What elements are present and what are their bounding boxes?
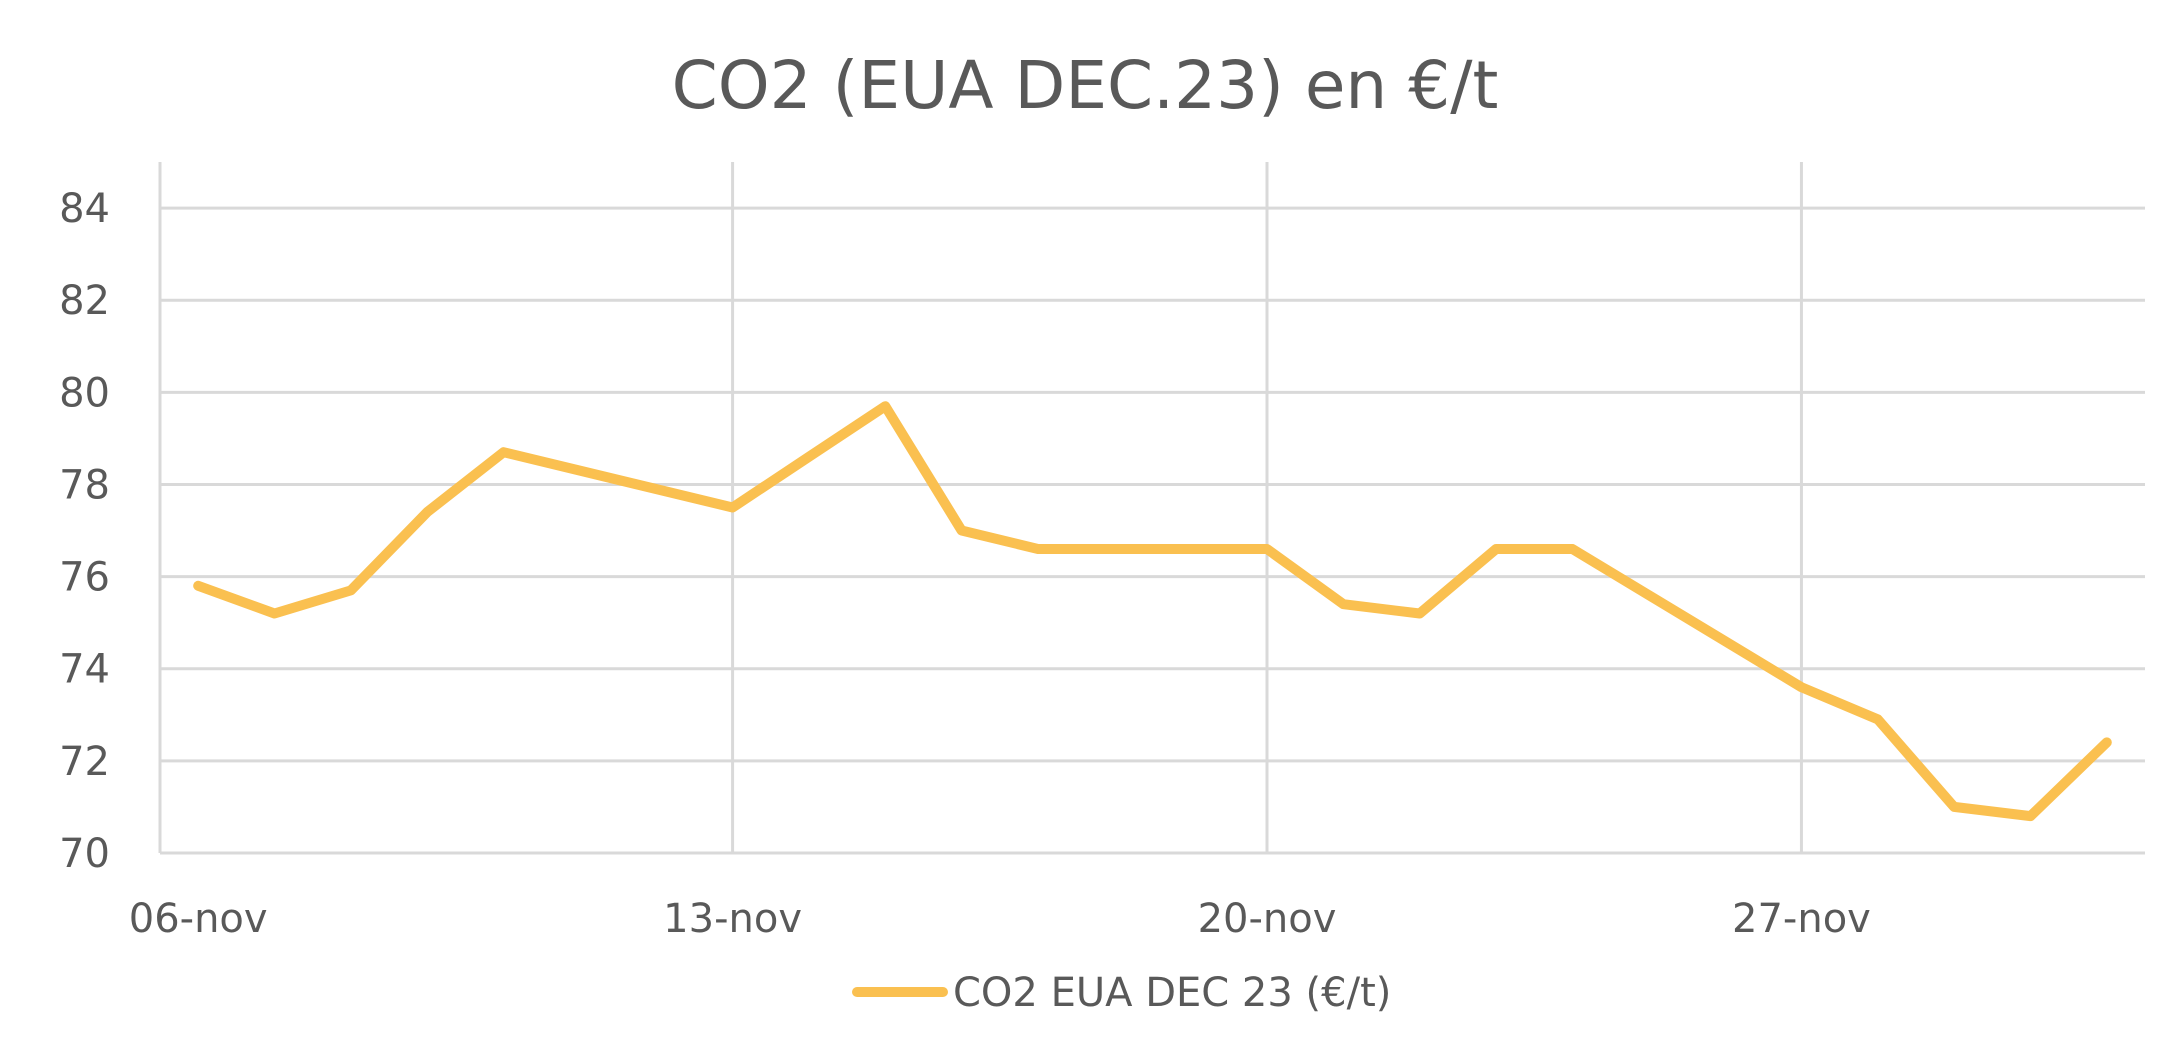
y-tick-label: 70 (59, 831, 110, 877)
x-tick-label: 13-nov (663, 896, 802, 942)
legend: CO2 EUA DEC 23 (€/t) (852, 970, 1391, 1016)
x-tick-label: 06-nov (129, 896, 268, 942)
x-tick-label: 20-nov (1198, 896, 1337, 942)
series-layer (193, 401, 2112, 822)
series-line (193, 401, 2112, 822)
chart-title: CO2 (EUA DEC.23) en €/t (672, 47, 1499, 124)
legend-label: CO2 EUA DEC 23 (€/t) (953, 970, 1391, 1016)
y-tick-label: 74 (59, 647, 110, 693)
x-tick-label: 27-nov (1732, 896, 1871, 942)
axis-labels: 70 72 74 76 78 80 82 84 06-nov 13-nov 20-nov 27-nov (59, 186, 1871, 942)
y-tick-label: 84 (59, 186, 110, 232)
y-tick-label: 72 (59, 739, 110, 785)
y-tick-label: 78 (59, 462, 110, 508)
y-tick-label: 82 (59, 278, 110, 324)
y-tick-label: 76 (59, 555, 110, 601)
y-tick-label: 80 (59, 370, 110, 416)
gridlines (158, 162, 2145, 855)
